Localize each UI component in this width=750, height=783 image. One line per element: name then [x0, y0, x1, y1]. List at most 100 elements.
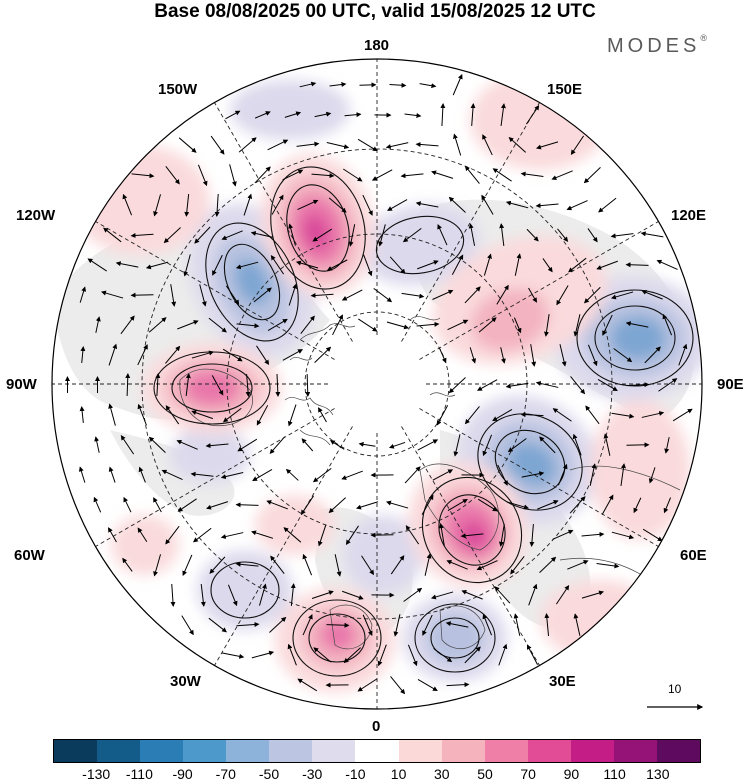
wind-arrow: [401, 292, 425, 299]
wind-arrow: [433, 648, 453, 663]
wind-arrow: [311, 590, 334, 599]
wind-arrow: [254, 111, 271, 119]
wind-arrow: [601, 494, 614, 515]
wind-arrow: [626, 382, 650, 388]
wind-arrow: [603, 433, 611, 456]
wind-arrow: [556, 285, 569, 306]
wind-arrow: [596, 260, 618, 270]
wind-arrow: [93, 496, 102, 513]
wind-arrow: [108, 527, 117, 543]
wind-arrow: [482, 613, 493, 636]
colorbar: [53, 739, 701, 763]
wind-arrow: [200, 584, 206, 607]
wind-arrow: [326, 622, 350, 628]
meridian-line: [214, 102, 378, 385]
wind-arrow: [295, 260, 319, 269]
wind-arrow: [193, 527, 212, 543]
wind-arrow: [329, 440, 345, 450]
wind-arrow: [177, 320, 199, 330]
anomaly-region: [590, 400, 690, 540]
wind-arrow: [297, 199, 319, 211]
meridian-line: [214, 383, 378, 666]
wind-arrow: [644, 346, 661, 364]
anomaly-region: [234, 259, 270, 305]
wind-arrow: [528, 583, 538, 606]
wind-arrow: [328, 497, 346, 514]
wind-arrow: [211, 375, 224, 396]
wind-arrow: [225, 110, 241, 120]
contour-line: [438, 494, 506, 566]
wind-arrow: [362, 194, 373, 216]
lon-label-150w: 150W: [158, 81, 198, 98]
wind-arrow: [404, 466, 421, 484]
colorbar-swatch: [54, 740, 98, 762]
wind-arrow: [510, 555, 525, 575]
wind-arrow: [79, 286, 87, 303]
wind-arrow: [432, 469, 454, 481]
wind-arrow: [148, 436, 166, 453]
wind-arrow: [483, 253, 492, 276]
wind-arrow: [363, 254, 373, 277]
wind-arrow: [535, 381, 559, 388]
wind-arrow: [282, 169, 304, 181]
wind-arrow: [205, 443, 229, 449]
wind-arrow: [310, 292, 334, 298]
colorbar-tick-label: -110: [125, 766, 153, 782]
wind-arrow: [513, 317, 522, 334]
wind-arrow: [610, 233, 634, 239]
wind-arrow: [461, 590, 483, 600]
colorbar-tick-label: 90: [563, 766, 580, 782]
wind-arrow: [492, 168, 512, 182]
wind-arrow: [236, 323, 260, 329]
wind-arrow: [476, 560, 498, 571]
contour-line: [171, 363, 253, 413]
meridian-line: [376, 383, 659, 547]
wind-arrow: [122, 557, 133, 572]
colorbar-tick-label: 50: [477, 766, 493, 782]
wind-arrow: [357, 678, 377, 692]
wind-arrow: [648, 467, 656, 484]
colorbar-tick-label: -50: [258, 766, 280, 782]
colorbar-swatch: [183, 740, 227, 762]
wind-arrow: [78, 466, 86, 483]
wind-arrow: [165, 405, 180, 425]
wind-arrow: [287, 643, 297, 666]
wind-arrow: [161, 469, 183, 481]
meridian-line: [376, 221, 659, 385]
colorbar-swatch: [484, 740, 528, 762]
wind-arrow: [334, 554, 342, 577]
wind-arrow: [267, 139, 289, 151]
wind-arrow: [521, 471, 545, 478]
wind-arrow: [100, 290, 124, 299]
wind-arrow: [343, 168, 363, 182]
wind-arrow: [153, 554, 162, 577]
wind-arrow: [539, 436, 556, 454]
wind-arrow: [460, 533, 484, 539]
wind-arrow: [183, 254, 191, 277]
colorbar-swatch: [441, 740, 485, 762]
wind-arrow: [431, 170, 454, 179]
wind-arrow: [253, 287, 272, 303]
wind-arrow: [514, 253, 522, 276]
wind-arrow: [305, 373, 311, 397]
anomaly-region: [507, 442, 557, 486]
colorbar-swatch: [140, 740, 184, 762]
wind-arrow: [482, 134, 493, 156]
wind-arrow: [390, 676, 406, 695]
lon-label-60e: 60E: [680, 547, 707, 564]
wind-arrow: [225, 285, 240, 305]
wind-arrow: [108, 403, 116, 426]
wind-arrow: [513, 613, 521, 636]
wind-arrow: [300, 495, 314, 516]
wind-arrow: [415, 141, 439, 147]
wind-arrow: [404, 113, 422, 119]
wind-arrow: [587, 228, 598, 243]
wind-arrow: [559, 344, 567, 367]
wind-arrow: [568, 257, 587, 273]
wind-arrow: [191, 350, 215, 359]
wind-arrow: [275, 373, 281, 397]
wind-arrow: [108, 466, 116, 483]
wind-arrow: [440, 103, 446, 127]
colorbar-swatch: [656, 740, 700, 762]
